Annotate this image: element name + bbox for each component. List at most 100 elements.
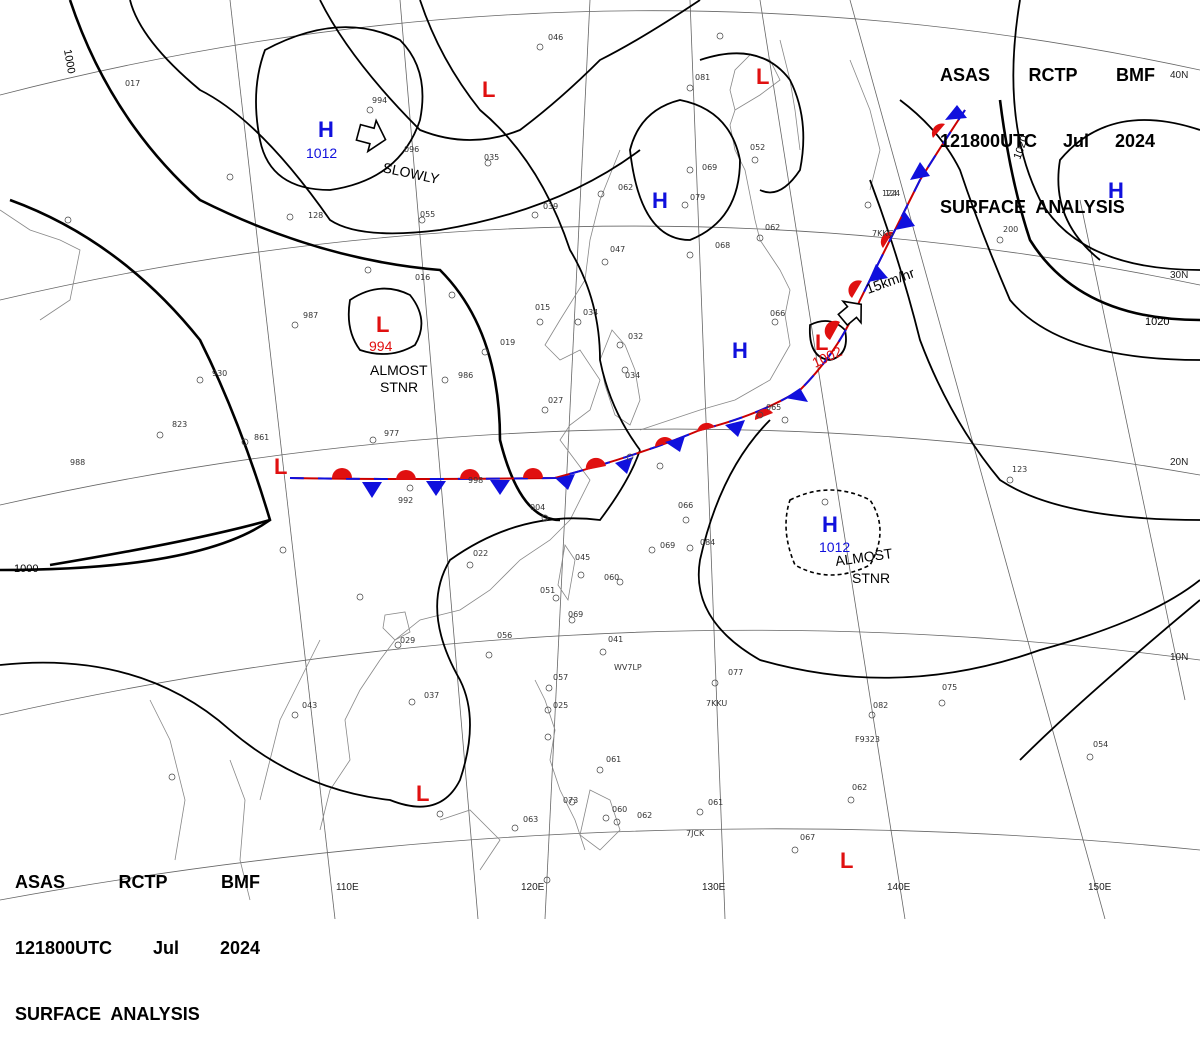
low-value: 994 bbox=[369, 338, 393, 354]
longitude-label: 110E bbox=[336, 882, 359, 893]
station-value: 084 bbox=[700, 538, 715, 547]
station-value: 051 bbox=[540, 586, 555, 595]
station-value: 027 bbox=[548, 396, 563, 405]
coastlines bbox=[0, 39, 881, 901]
high-value: 1012 bbox=[306, 145, 337, 161]
station-value: 062 bbox=[852, 783, 867, 792]
low-marker: L bbox=[482, 77, 495, 102]
longitude-label: 150E bbox=[1088, 882, 1112, 893]
header-code: BMF bbox=[220, 872, 260, 892]
station-value: 930 bbox=[212, 369, 227, 378]
latitude-label: 40N bbox=[1170, 70, 1188, 81]
station-value: 061 bbox=[708, 798, 723, 807]
station-value: 066 bbox=[678, 501, 693, 510]
station-value: 075 bbox=[942, 683, 957, 692]
station-value: 056 bbox=[497, 631, 512, 640]
station-value: 029 bbox=[400, 636, 415, 645]
high-marker: H bbox=[652, 188, 668, 213]
station-value: 016 bbox=[415, 273, 430, 282]
station-value: 022 bbox=[473, 549, 488, 558]
weather-map: 1000 1000 1020 1020 bbox=[0, 0, 1200, 919]
low-marker: L bbox=[815, 330, 828, 355]
latitude-labels: 40N 30N 20N 10N bbox=[1170, 70, 1188, 663]
station-value: 861 bbox=[254, 433, 269, 442]
ship-callsign: 7KKU bbox=[706, 699, 727, 708]
ship-callsign: WV7LP bbox=[614, 663, 642, 672]
header-top-right: ASAS RCTP BMF 121800UTC Jul 2024 SURFACE ANA… bbox=[940, 20, 1155, 240]
lat-lon-grid bbox=[0, 0, 1200, 919]
station-plots bbox=[64, 32, 1094, 884]
high-marker: H bbox=[318, 117, 334, 142]
station-value: 055 bbox=[420, 210, 435, 219]
station-value: 998 bbox=[468, 476, 483, 485]
station-value: 062 bbox=[765, 223, 780, 232]
station-value: 057 bbox=[553, 673, 568, 682]
station-value: 034 bbox=[583, 308, 598, 317]
station-value: 977 bbox=[384, 429, 399, 438]
station-value: 082 bbox=[873, 701, 888, 710]
station-value: 066 bbox=[770, 309, 785, 318]
station-value: 062 bbox=[637, 811, 652, 820]
isobar-label: 1000 bbox=[14, 563, 38, 575]
station-value: 079 bbox=[690, 193, 705, 202]
isobar-labels: 1000 1000 1020 1020 bbox=[14, 48, 1169, 575]
station-value: 081 bbox=[695, 73, 710, 82]
station-value: 032 bbox=[628, 332, 643, 341]
station-value: 061 bbox=[606, 755, 621, 764]
station-values: 994 016 046 081 052 069 062 079 068 062 … bbox=[70, 33, 1108, 842]
header-time: 121800UTC bbox=[15, 938, 113, 958]
ship-callsign: 7JCK bbox=[686, 829, 705, 838]
station-value: 025 bbox=[553, 701, 568, 710]
stationary-label: ALMOST bbox=[834, 545, 894, 569]
station-value: 035 bbox=[484, 153, 499, 162]
ship-callsign: F9323 bbox=[855, 735, 880, 744]
ship-callsigns: WV7LP 7KKU F9323 7JCK 7KKG bbox=[614, 229, 894, 838]
station-value: 123 bbox=[1012, 465, 1027, 474]
header-agency: ASAS bbox=[15, 872, 66, 892]
latitude-label: 30N bbox=[1170, 270, 1188, 281]
station-value: 045 bbox=[575, 553, 590, 562]
latitude-label: 10N bbox=[1170, 652, 1188, 663]
station-value: 096 bbox=[404, 145, 419, 154]
high-value: 1012 bbox=[819, 539, 850, 555]
station-value: 073 bbox=[563, 796, 578, 805]
low-marker: L bbox=[756, 64, 769, 89]
station-value: 992 bbox=[398, 496, 413, 505]
stationary-front bbox=[289, 105, 967, 498]
header-year: 2024 bbox=[219, 938, 260, 958]
station-value: 988 bbox=[70, 458, 85, 467]
station-value: 060 bbox=[604, 573, 619, 582]
isobars bbox=[0, 0, 1200, 808]
low-marker: L bbox=[840, 848, 853, 873]
station-value: 052 bbox=[750, 143, 765, 152]
station-value: 068 bbox=[715, 241, 730, 250]
longitude-label: 140E bbox=[887, 882, 911, 893]
header-title: SURFACE ANALYSIS bbox=[15, 1004, 200, 1024]
station-value: 124 bbox=[885, 189, 900, 198]
header-agency: ASAS bbox=[940, 65, 991, 85]
station-value: 043 bbox=[302, 701, 317, 710]
station-value: 062 bbox=[618, 183, 633, 192]
header-time: 121800UTC bbox=[940, 131, 1038, 151]
station-value: 015 bbox=[535, 303, 550, 312]
station-value: 019 bbox=[500, 338, 515, 347]
station-value: 047 bbox=[610, 245, 625, 254]
low-marker: L bbox=[274, 454, 287, 479]
arrow-icon bbox=[355, 118, 387, 154]
header-year: 2024 bbox=[1114, 131, 1155, 151]
station-value: 017 bbox=[125, 79, 140, 88]
header-station: RCTP bbox=[118, 872, 168, 892]
station-value: 039 bbox=[543, 202, 558, 211]
station-value: 060 bbox=[612, 805, 627, 814]
station-value: 004 bbox=[530, 503, 545, 512]
high-marker: H bbox=[1108, 178, 1124, 203]
station-value: 994 bbox=[372, 96, 387, 105]
station-value: 034 bbox=[625, 371, 640, 380]
station-value: 046 bbox=[548, 33, 563, 42]
isobar-label: 1000 bbox=[61, 48, 77, 74]
station-value: 041 bbox=[608, 635, 623, 644]
station-value: 986 bbox=[458, 371, 473, 380]
station-value: 987 bbox=[303, 311, 318, 320]
stationary-label: ALMOST bbox=[370, 362, 428, 378]
longitude-labels: 110E 120E 130E 140E 150E bbox=[336, 882, 1112, 893]
